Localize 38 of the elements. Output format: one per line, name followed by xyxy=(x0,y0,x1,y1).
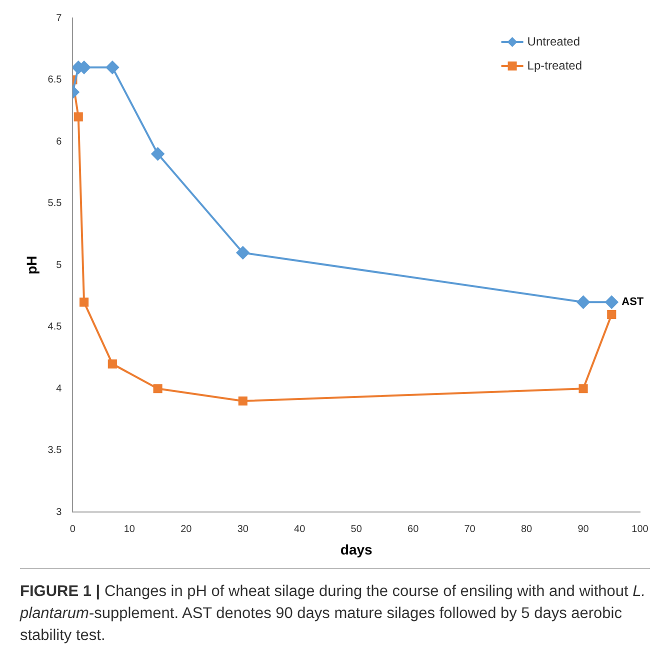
point xyxy=(576,296,590,309)
y-axis-title: pH xyxy=(23,256,40,274)
text: FIGURE 1 | Changes in pH of wheat silage during the course of ensiling with and without L. plantarum-supplement. AST denotes 90 days mature silages followed by 5 days aerobic stability test. xyxy=(20,583,646,644)
x-tick-label: 30 xyxy=(237,524,249,535)
x-tick-label: 100 xyxy=(632,524,649,535)
point xyxy=(74,112,83,122)
y-tick-label: 7 xyxy=(56,12,62,24)
y-tick-label: 4 xyxy=(56,383,62,394)
legend-label: Lp-treated xyxy=(527,58,582,72)
y-tick-label: 6.5 xyxy=(48,74,62,86)
point xyxy=(153,384,162,394)
y-tick-label: 3 xyxy=(56,506,62,518)
y-tick-label: 5.5 xyxy=(48,198,62,210)
y-tick-label: 4.5 xyxy=(48,322,62,333)
y-tick-label: 5 xyxy=(56,260,62,271)
x-tick-label: 80 xyxy=(520,524,533,535)
point xyxy=(80,298,89,307)
x-tick-label: 70 xyxy=(464,524,476,535)
x-tick-label: 10 xyxy=(124,524,136,535)
point xyxy=(238,396,248,406)
legend-label: Untreated xyxy=(527,34,580,48)
point xyxy=(151,147,164,160)
x-tick-label: 0 xyxy=(70,524,76,535)
x-tick-label: 40 xyxy=(294,524,306,535)
point xyxy=(106,60,119,74)
point xyxy=(605,296,618,309)
point xyxy=(578,384,588,394)
x-tick-label: 50 xyxy=(350,524,362,535)
y-tick-label: 3.5 xyxy=(48,445,62,456)
y-tick-label: 6 xyxy=(56,136,62,148)
x-tick-label: 60 xyxy=(408,524,420,535)
point xyxy=(236,246,250,260)
x-tick-label: 90 xyxy=(578,524,590,535)
point xyxy=(108,359,117,368)
point xyxy=(607,310,616,320)
annotation: AST xyxy=(622,296,644,308)
x-tick-label: 20 xyxy=(180,524,192,535)
x-axis-title: days xyxy=(340,541,373,558)
